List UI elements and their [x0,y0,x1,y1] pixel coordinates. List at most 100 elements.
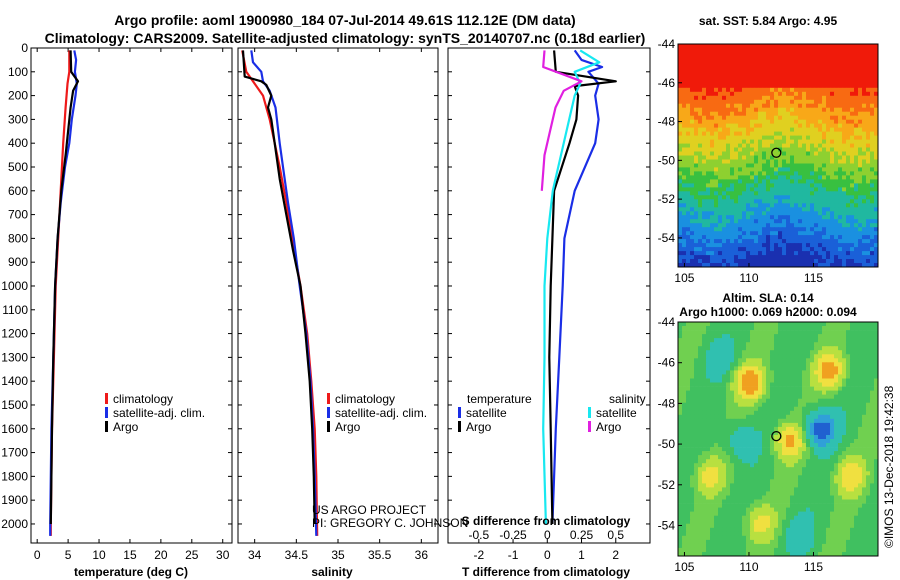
sst-cell [858,179,863,184]
project-credit: US ARGO PROJECT [312,503,427,517]
sst-cell [678,183,683,188]
sst-cell [850,52,855,57]
sst-cell [774,67,779,73]
sst-cell [858,103,863,109]
sla-cell [698,406,703,412]
sst-cell [726,199,731,204]
sst-cell [762,103,767,109]
sla-cell [690,430,695,436]
sst-cell [714,235,719,240]
sst-cell [738,171,743,176]
sst-cell [770,251,775,256]
sst-cell [866,263,871,268]
sla-cell [794,390,799,395]
sst-cell [798,227,803,232]
sst-cell [722,123,727,128]
sla-cell [694,459,699,464]
sla-cell [790,435,795,440]
sst-cell [682,127,687,132]
sla-cell [742,414,747,420]
sla-cell [690,378,695,383]
sst-cell [706,259,711,264]
sla-cell [690,350,695,355]
sst-cell [738,115,743,121]
sla-cell [846,463,851,468]
sla-cell [766,366,771,371]
sst-cell [734,235,739,240]
sst-cell [714,48,719,53]
sla-cell [722,447,727,452]
sla-cell [738,346,743,351]
sst-cell [738,147,743,152]
sst-cell [862,171,867,176]
sla-cell [814,467,819,472]
sla-cell [854,418,859,424]
sst-cell [682,135,687,140]
sst-cell [826,52,831,57]
sla-cell [870,330,875,335]
sla-cell [870,459,875,464]
sla-cell [874,463,879,468]
sla-cell [782,390,787,395]
sst-cell [694,207,699,212]
sst-cell [842,211,847,216]
sst-cell [786,191,791,196]
sst-cell [710,111,715,117]
sla-cell [806,410,811,416]
sst-cell [686,207,691,212]
sst-cell [682,171,687,176]
sla-cell [778,422,783,428]
sst-cell [866,87,871,93]
sst-cell [690,163,695,168]
sst-cell [874,151,879,156]
sst-cell [814,227,819,232]
sst-cell [718,243,723,248]
sla-cell [834,467,839,472]
sla-cell [698,471,703,476]
sst-cell [846,179,851,184]
sst-cell [726,247,731,252]
sst-cell [746,48,751,53]
sla-cell [790,334,795,339]
sst-cell [790,251,795,256]
sla-cell [786,418,791,424]
sst-cell [782,259,787,264]
sst-cell [742,195,747,200]
s-tick-label: 0.5 [607,528,624,542]
sst-cell [778,155,783,160]
sla-cell [766,455,771,460]
sla-cell [866,374,871,379]
sst-cell [694,91,699,97]
sst-cell [766,203,771,208]
sst-cell [754,227,759,232]
salinity-legend: climatology satellite-adj. clim. Argo [327,392,427,434]
sla-cell [810,366,815,371]
sla-cell [858,346,863,351]
sst-cell [694,103,699,109]
sst-cell [750,83,755,89]
sst-cell [846,75,851,81]
difference-x-label: T difference from climatology [462,565,630,579]
sst-cell [818,147,823,152]
sst-cell [742,211,747,216]
sst-cell [794,67,799,73]
sla-cell [802,422,807,428]
sst-cell [694,63,699,69]
sst-cell [738,63,743,69]
sla-cell [790,398,795,404]
sla-cell [774,451,779,456]
sla-cell [742,362,747,367]
sst-cell [786,247,791,252]
legend-satellite: satellite-adj. clim. [113,406,205,420]
sst-cell [814,211,819,216]
sst-cell [858,107,863,113]
sst-cell [826,259,831,264]
sst-cell [726,71,731,77]
sla-cell [774,410,779,416]
sla-cell [818,350,823,355]
sla-cell [730,455,735,460]
sst-cell [802,131,807,136]
sla-cell [814,463,819,468]
sst-cell [690,211,695,216]
sst-cell [754,199,759,204]
